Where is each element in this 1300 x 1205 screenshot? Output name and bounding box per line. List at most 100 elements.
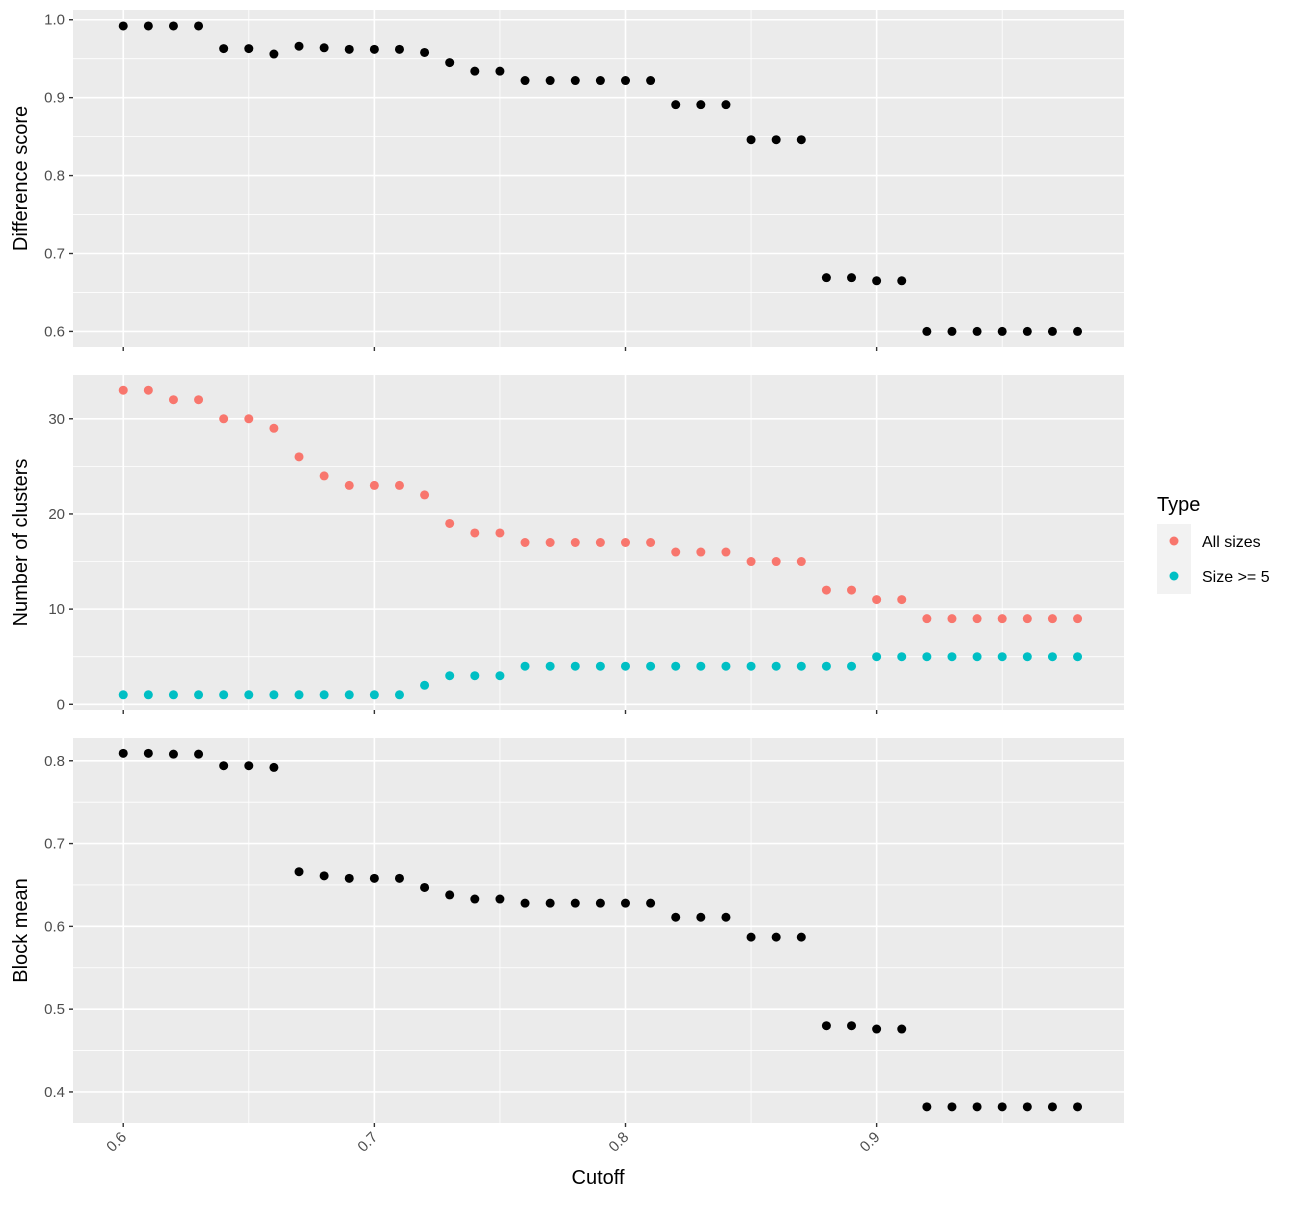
x-axis-title: Cutoff (572, 1167, 625, 1189)
data-point (771, 135, 781, 145)
data-point (972, 652, 982, 662)
data-point (495, 894, 505, 904)
data-point (194, 395, 204, 405)
data-point (168, 21, 178, 31)
data-point (721, 661, 731, 671)
data-point (771, 932, 781, 942)
data-point (1073, 614, 1083, 624)
data-point (646, 898, 656, 908)
data-point (570, 538, 580, 547)
data-point (470, 671, 480, 681)
data-point (595, 538, 605, 547)
series-series (118, 21, 1083, 336)
data-point (821, 585, 831, 595)
data-point (394, 44, 404, 54)
data-point (897, 276, 907, 286)
data-point (696, 661, 706, 671)
y-tick-label: 0 (57, 696, 65, 713)
data-point (897, 595, 907, 605)
legend-key-size-ge-5 (1169, 571, 1179, 581)
data-point (620, 898, 630, 908)
data-point (872, 595, 882, 605)
data-point (922, 652, 932, 662)
data-point (143, 21, 153, 31)
data-point (620, 538, 630, 547)
data-point (646, 661, 656, 671)
y-tick-label: 0.7 (44, 836, 65, 853)
data-point (495, 528, 505, 538)
data-point (294, 452, 304, 462)
panel-difference-score: 0.6 0.7 0.8 0.9 1.0 Difference score (10, 10, 1124, 351)
data-point (671, 912, 681, 922)
data-point (445, 890, 455, 900)
data-point (319, 871, 329, 881)
y-tick-label: 0.6 (44, 918, 65, 935)
data-point (646, 538, 656, 547)
data-point (671, 547, 681, 557)
y-tick-label: 10 (48, 601, 65, 618)
data-point (219, 414, 229, 424)
data-point (1022, 1102, 1032, 1112)
y-tick-label: 20 (48, 506, 65, 523)
data-point (545, 76, 555, 86)
data-point (771, 557, 781, 567)
data-point (620, 76, 630, 86)
data-point (972, 614, 982, 624)
data-point (897, 652, 907, 662)
data-point (294, 867, 304, 877)
data-point (244, 44, 254, 54)
data-point (847, 1021, 857, 1031)
data-point (796, 135, 806, 145)
data-point (420, 490, 430, 500)
data-point (872, 276, 882, 286)
data-point (847, 273, 857, 283)
data-point (972, 1102, 982, 1112)
y-tick-label: 0.8 (44, 753, 65, 770)
data-point (595, 661, 605, 671)
data-point (118, 385, 128, 395)
data-point (319, 43, 329, 53)
y-tick-label: 1.0 (44, 12, 65, 29)
data-point (344, 873, 354, 883)
data-point (897, 1024, 907, 1034)
data-point (746, 932, 756, 942)
data-point (746, 661, 756, 671)
data-point (495, 671, 505, 681)
data-point (746, 135, 756, 145)
data-point (1073, 326, 1083, 336)
legend-label-all-sizes: All sizes (1202, 534, 1261, 551)
data-point (118, 690, 128, 700)
data-point (796, 932, 806, 942)
data-point (344, 480, 354, 490)
data-point (922, 614, 932, 624)
data-point (821, 1021, 831, 1031)
data-point (721, 100, 731, 110)
data-point (219, 44, 229, 54)
data-point (997, 614, 1007, 624)
data-point (595, 76, 605, 86)
y-tick-label: 0.9 (44, 90, 65, 107)
legend: Type All sizes Size >= 5 (1157, 494, 1270, 594)
data-point (570, 661, 580, 671)
data-point (1022, 652, 1032, 662)
data-point (470, 66, 480, 76)
data-point (947, 614, 957, 624)
data-point (922, 326, 932, 336)
data-point (671, 100, 681, 110)
data-point (269, 423, 279, 433)
data-point (570, 898, 580, 908)
data-point (470, 894, 480, 904)
data-point (1047, 652, 1057, 662)
data-point (143, 690, 153, 700)
data-point (620, 661, 630, 671)
data-point (1022, 326, 1032, 336)
data-point (847, 661, 857, 671)
data-point (294, 690, 304, 700)
data-point (922, 1102, 932, 1112)
data-point (821, 273, 831, 283)
data-point (394, 873, 404, 883)
data-point (872, 652, 882, 662)
data-point (194, 749, 204, 759)
series-size-5 (118, 652, 1083, 700)
